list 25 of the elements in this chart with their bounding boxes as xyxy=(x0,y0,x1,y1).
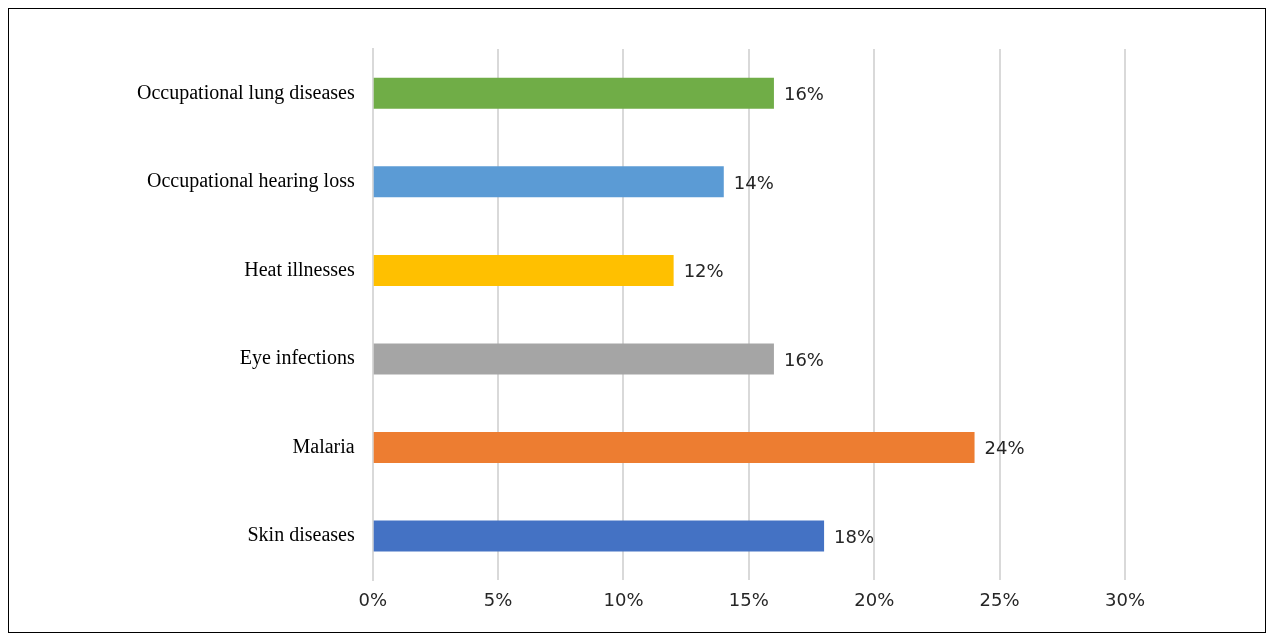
data-label: 16% xyxy=(783,82,824,104)
x-tick-label: 10% xyxy=(603,588,644,610)
data-label: 24% xyxy=(984,437,1025,459)
bar xyxy=(373,432,975,464)
bar xyxy=(373,254,674,286)
bar xyxy=(373,520,825,552)
y-tick-label: Eye infections xyxy=(239,346,355,370)
x-tick-label: 25% xyxy=(979,588,1020,610)
data-label: 16% xyxy=(783,348,824,370)
y-tick-label: Malaria xyxy=(292,434,355,457)
bar xyxy=(373,77,774,109)
data-label: 18% xyxy=(834,525,875,547)
y-tick-label: Skin diseases xyxy=(247,523,355,546)
y-tick-label: Occupational lung diseases xyxy=(137,80,355,104)
x-tick-label: 20% xyxy=(854,588,895,610)
bar xyxy=(373,343,774,375)
data-label: 12% xyxy=(683,260,724,282)
y-tick-label: Heat illnesses xyxy=(244,257,355,280)
y-tick-label: Occupational hearing loss xyxy=(147,169,355,193)
bar xyxy=(373,166,724,198)
x-tick-label: 30% xyxy=(1104,588,1146,610)
x-tick-label: 5% xyxy=(483,588,513,610)
data-label: 14% xyxy=(733,171,774,193)
x-tick-label: 0% xyxy=(358,588,387,610)
x-tick-label: 15% xyxy=(728,588,769,610)
